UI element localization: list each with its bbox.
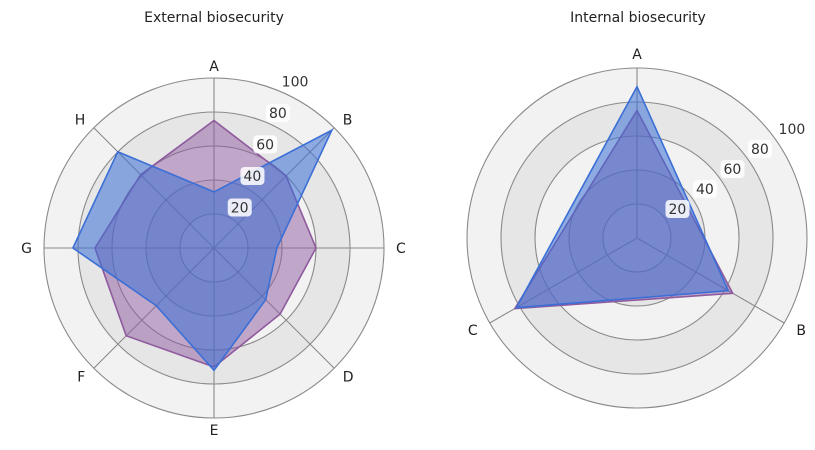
tick-label: 60 (256, 137, 274, 153)
radar-internal: Internal biosecurity 20 40 60 80 100 A B C (466, 10, 809, 409)
axis-label-C: C (396, 241, 406, 257)
tick-label-bg (693, 180, 718, 199)
tick-label: 80 (751, 142, 769, 158)
tick-label-bg (775, 120, 809, 139)
axis-label-D: D (343, 370, 354, 386)
tick-label: 40 (243, 169, 261, 185)
tick-label-bg (265, 103, 290, 122)
axis-label-E: E (210, 423, 219, 439)
tick-label-bg (665, 200, 690, 219)
axis-label-G: G (21, 241, 32, 257)
axis-label-B: B (796, 323, 806, 339)
tick-label-bg (278, 72, 312, 91)
tick-label: 20 (231, 200, 249, 216)
tick-label-bg (720, 160, 745, 179)
axis-label-A: A (632, 47, 642, 63)
tick-label: 100 (282, 74, 309, 90)
tick-label-bg (253, 135, 278, 154)
tick-label: 100 (779, 122, 806, 138)
tick-label: 20 (669, 202, 687, 218)
tick-label-bg (240, 166, 265, 185)
radar-external: External biosecurity 20 40 60 80 100 A B C D E F G H (21, 10, 406, 439)
tick-label: 40 (696, 182, 714, 198)
chart-title: Internal biosecurity (570, 10, 706, 26)
tick-label: 80 (269, 106, 287, 122)
chart-title: External biosecurity (144, 10, 284, 26)
series-polygon-1 (514, 84, 730, 309)
tick-label: 60 (724, 162, 742, 178)
axis-label-A: A (209, 59, 219, 75)
axis-label-C: C (468, 323, 478, 339)
series-polygon-1 (71, 128, 334, 372)
axis-label-F: F (77, 370, 85, 386)
tick-label-bg (227, 198, 252, 217)
tick-label-bg (748, 140, 773, 159)
axis-label-B: B (343, 112, 353, 128)
axis-label-H: H (75, 112, 86, 128)
